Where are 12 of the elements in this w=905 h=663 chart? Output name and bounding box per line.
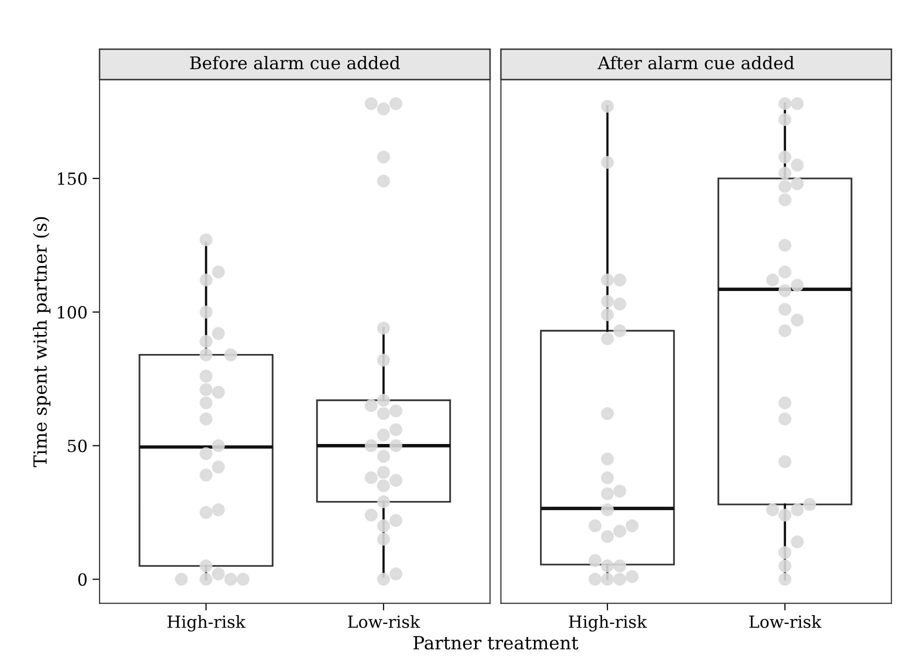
y-tick-label: 100 bbox=[58, 306, 87, 319]
y-tick-label: 0 bbox=[78, 573, 87, 586]
y-tick-label: 150 bbox=[58, 172, 87, 186]
x-tick-label: High-risk bbox=[168, 615, 246, 632]
x-tick-label: High-risk bbox=[568, 615, 647, 632]
x-axis-title: Partner treatment bbox=[414, 636, 578, 650]
chart-title: Before alarm cue added bbox=[190, 56, 400, 70]
y-tick-label: 50 bbox=[68, 440, 87, 452]
x-tick-label: Low-risk bbox=[749, 615, 822, 628]
chart-title: After alarm cue added bbox=[598, 56, 794, 70]
y-axis-title: Time spent with partner (s) bbox=[32, 217, 50, 468]
x-tick-label: Low-risk bbox=[348, 615, 420, 628]
